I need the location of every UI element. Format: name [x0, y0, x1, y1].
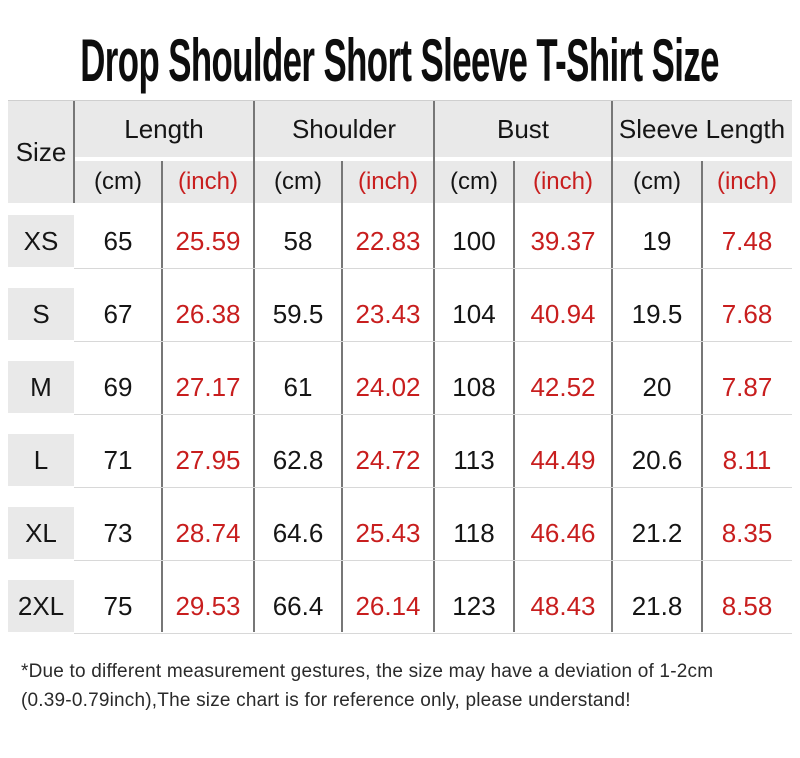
cell-shoulder-inch: 23.43: [355, 298, 421, 329]
page-title: Drop Shoulder Short Sleeve T-Shirt Size: [0, 22, 800, 100]
cell-shoulder-cm: 64.6: [272, 517, 324, 548]
cell-bust-inch: 48.43: [530, 590, 596, 621]
cell-bust-cm: 100: [452, 225, 496, 256]
cell-shoulder-inch: 25.43: [355, 517, 421, 548]
cell-length-inch: 27.17: [175, 371, 241, 402]
cell-shoulder-cm: 58: [283, 225, 313, 256]
table-row-s: S 67 26.38 59.5 23.43 104 40.94 19.5 7.6…: [8, 288, 792, 342]
cell-shoulder-cm: 61: [283, 371, 313, 402]
cell-shoulder-cm: 62.8: [272, 444, 324, 475]
column-header-sleeve-length: Sleeve Length: [612, 101, 792, 157]
column-divider: [73, 101, 75, 203]
cell-length-cm: 71: [103, 444, 133, 475]
cell-length-inch: 29.53: [175, 590, 241, 621]
cell-sleeve-inch: 8.11: [722, 444, 772, 475]
cell-bust-cm: 108: [452, 371, 496, 402]
cell-sleeve-cm: 21.8: [631, 590, 683, 621]
cell-sleeve-inch: 7.48: [721, 225, 773, 256]
column-header-shoulder: Shoulder: [254, 101, 434, 157]
cell-sleeve-inch: 7.87: [721, 371, 773, 402]
cell-length-inch: 26.38: [175, 298, 241, 329]
column-divider: [253, 101, 255, 632]
cell-length-cm: 67: [103, 298, 133, 329]
column-divider: [161, 161, 163, 632]
size-table: Size Length Shoulder Bust Sleeve Length …: [8, 100, 792, 634]
unit-header-inch: (inch): [702, 161, 792, 203]
unit-header-cm: (cm): [434, 161, 514, 203]
cell-bust-cm: 113: [453, 444, 495, 475]
cell-bust-inch: 39.37: [530, 225, 596, 256]
column-divider: [701, 161, 703, 632]
column-divider: [611, 101, 613, 632]
cell-shoulder-cm: 66.4: [272, 590, 324, 621]
table-header: Size Length Shoulder Bust Sleeve Length …: [8, 101, 792, 203]
cell-sleeve-cm: 21.2: [631, 517, 683, 548]
unit-header-inch: (inch): [162, 161, 254, 203]
group-header-row: Length Shoulder Bust Sleeve Length: [74, 101, 792, 157]
cell-bust-cm: 104: [452, 298, 496, 329]
column-header-bust: Bust: [434, 101, 612, 157]
table-row-xl: XL 73 28.74 64.6 25.43 118 46.46 21.2 8.…: [8, 507, 792, 561]
cell-size: XS: [8, 215, 74, 267]
deviation-note-line2: (0.39-0.79inch),The size chart is for re…: [21, 690, 631, 712]
unit-header-row: (cm) (inch) (cm) (inch) (cm) (inch) (cm)…: [74, 161, 792, 203]
cell-bust-inch: 46.46: [530, 517, 596, 548]
cell-size: S: [8, 288, 74, 340]
cell-bust-cm: 123: [452, 590, 496, 621]
unit-header-cm: (cm): [254, 161, 342, 203]
cell-bust-inch: 42.52: [530, 371, 596, 402]
deviation-note: *Due to different measurement gestures, …: [21, 657, 800, 716]
table-row-l: L 71 27.95 62.8 24.72 113 44.49 20.6 8.1…: [8, 434, 792, 488]
cell-size: L: [8, 434, 74, 486]
cell-size: 2XL: [8, 580, 74, 632]
cell-length-cm: 75: [103, 590, 133, 621]
cell-length-inch: 27.95: [175, 444, 241, 475]
column-header-length: Length: [74, 101, 254, 157]
cell-shoulder-cm: 59.5: [272, 298, 324, 329]
table-row-xs: XS 65 25.59 58 22.83 100 39.37 19 7.48: [8, 215, 792, 269]
cell-sleeve-inch: 8.58: [721, 590, 773, 621]
cell-sleeve-cm: 19.5: [631, 298, 683, 329]
cell-length-inch: 28.74: [175, 517, 241, 548]
column-divider: [513, 161, 515, 632]
cell-size: XL: [8, 507, 74, 559]
column-header-size: Size: [8, 101, 74, 203]
page-title-text: Drop Shoulder Short Sleeve T-Shirt Size: [80, 27, 720, 94]
cell-sleeve-cm: 19: [642, 225, 672, 256]
cell-shoulder-inch: 26.14: [355, 590, 421, 621]
deviation-note-line1: *Due to different measurement gestures, …: [21, 661, 714, 682]
cell-bust-inch: 40.94: [530, 298, 596, 329]
table-row-2xl: 2XL 75 29.53 66.4 26.14 123 48.43 21.8 8…: [8, 580, 792, 634]
cell-shoulder-inch: 24.72: [355, 444, 421, 475]
unit-header-cm: (cm): [74, 161, 162, 203]
cell-size: M: [8, 361, 74, 413]
cell-sleeve-inch: 8.35: [721, 517, 773, 548]
cell-shoulder-inch: 24.02: [355, 371, 421, 402]
table-row-m: M 69 27.17 61 24.02 108 42.52 20 7.87: [8, 361, 792, 415]
unit-header-inch: (inch): [514, 161, 612, 203]
unit-header-inch: (inch): [342, 161, 434, 203]
cell-sleeve-inch: 7.68: [721, 298, 773, 329]
cell-sleeve-cm: 20: [642, 371, 672, 402]
column-divider: [433, 101, 435, 632]
cell-length-cm: 73: [103, 517, 133, 548]
cell-sleeve-cm: 20.6: [631, 444, 683, 475]
cell-shoulder-inch: 22.83: [355, 225, 421, 256]
unit-header-cm: (cm): [612, 161, 702, 203]
cell-bust-inch: 44.49: [530, 444, 596, 475]
table-body: XS 65 25.59 58 22.83 100 39.37 19 7.48 S…: [8, 215, 792, 634]
column-divider: [341, 161, 343, 632]
cell-length-cm: 69: [103, 371, 133, 402]
cell-bust-cm: 118: [453, 517, 495, 548]
cell-length-cm: 65: [103, 225, 133, 256]
cell-length-inch: 25.59: [175, 225, 241, 256]
